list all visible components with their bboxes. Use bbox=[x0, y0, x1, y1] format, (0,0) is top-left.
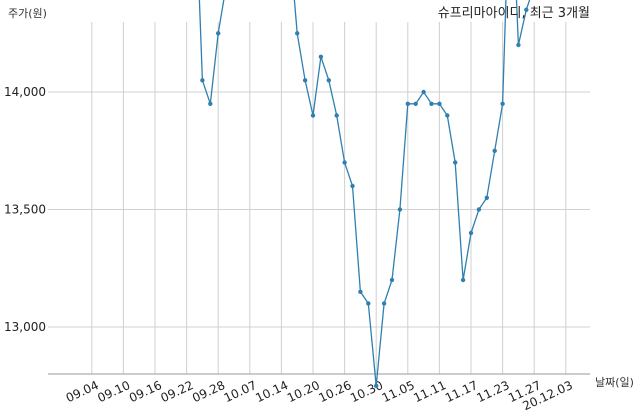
data-point bbox=[334, 113, 339, 118]
data-point bbox=[516, 42, 521, 48]
data-point bbox=[405, 101, 410, 107]
data-point bbox=[310, 113, 316, 118]
data-point bbox=[200, 78, 205, 83]
data-point bbox=[358, 289, 363, 294]
y-axis-label: 주가(원) bbox=[8, 7, 47, 20]
data-point bbox=[437, 101, 442, 107]
data-point bbox=[460, 277, 466, 283]
data-point bbox=[381, 301, 387, 306]
data-point bbox=[342, 160, 347, 165]
data-point bbox=[374, 383, 379, 388]
data-point bbox=[208, 101, 213, 107]
y-tick-label: 13,000 bbox=[4, 320, 46, 334]
data-point bbox=[318, 54, 324, 59]
data-point bbox=[500, 101, 505, 107]
y-tick-label: 14,000 bbox=[4, 85, 46, 99]
data-point bbox=[413, 101, 418, 107]
data-point bbox=[524, 7, 529, 12]
data-point bbox=[492, 148, 497, 153]
data-point bbox=[302, 78, 308, 83]
data-point bbox=[326, 78, 331, 83]
series-layer bbox=[198, 0, 531, 388]
data-point bbox=[468, 230, 474, 236]
data-point bbox=[421, 89, 426, 95]
y-tick-label: 13,500 bbox=[4, 203, 46, 217]
data-point bbox=[453, 160, 458, 165]
data-point bbox=[445, 113, 450, 118]
data-point bbox=[429, 101, 434, 107]
data-point bbox=[216, 31, 221, 36]
data-point bbox=[366, 301, 371, 306]
data-point bbox=[350, 183, 355, 189]
grid bbox=[48, 22, 590, 374]
data-point bbox=[295, 31, 300, 36]
chart-title: 슈프리마아이디, 최근 3개월 bbox=[438, 6, 590, 21]
data-point bbox=[397, 207, 403, 212]
data-point bbox=[476, 207, 482, 212]
data-point bbox=[484, 195, 489, 200]
x-axis-label: 날짜(일) bbox=[595, 375, 634, 389]
data-point bbox=[389, 277, 395, 283]
